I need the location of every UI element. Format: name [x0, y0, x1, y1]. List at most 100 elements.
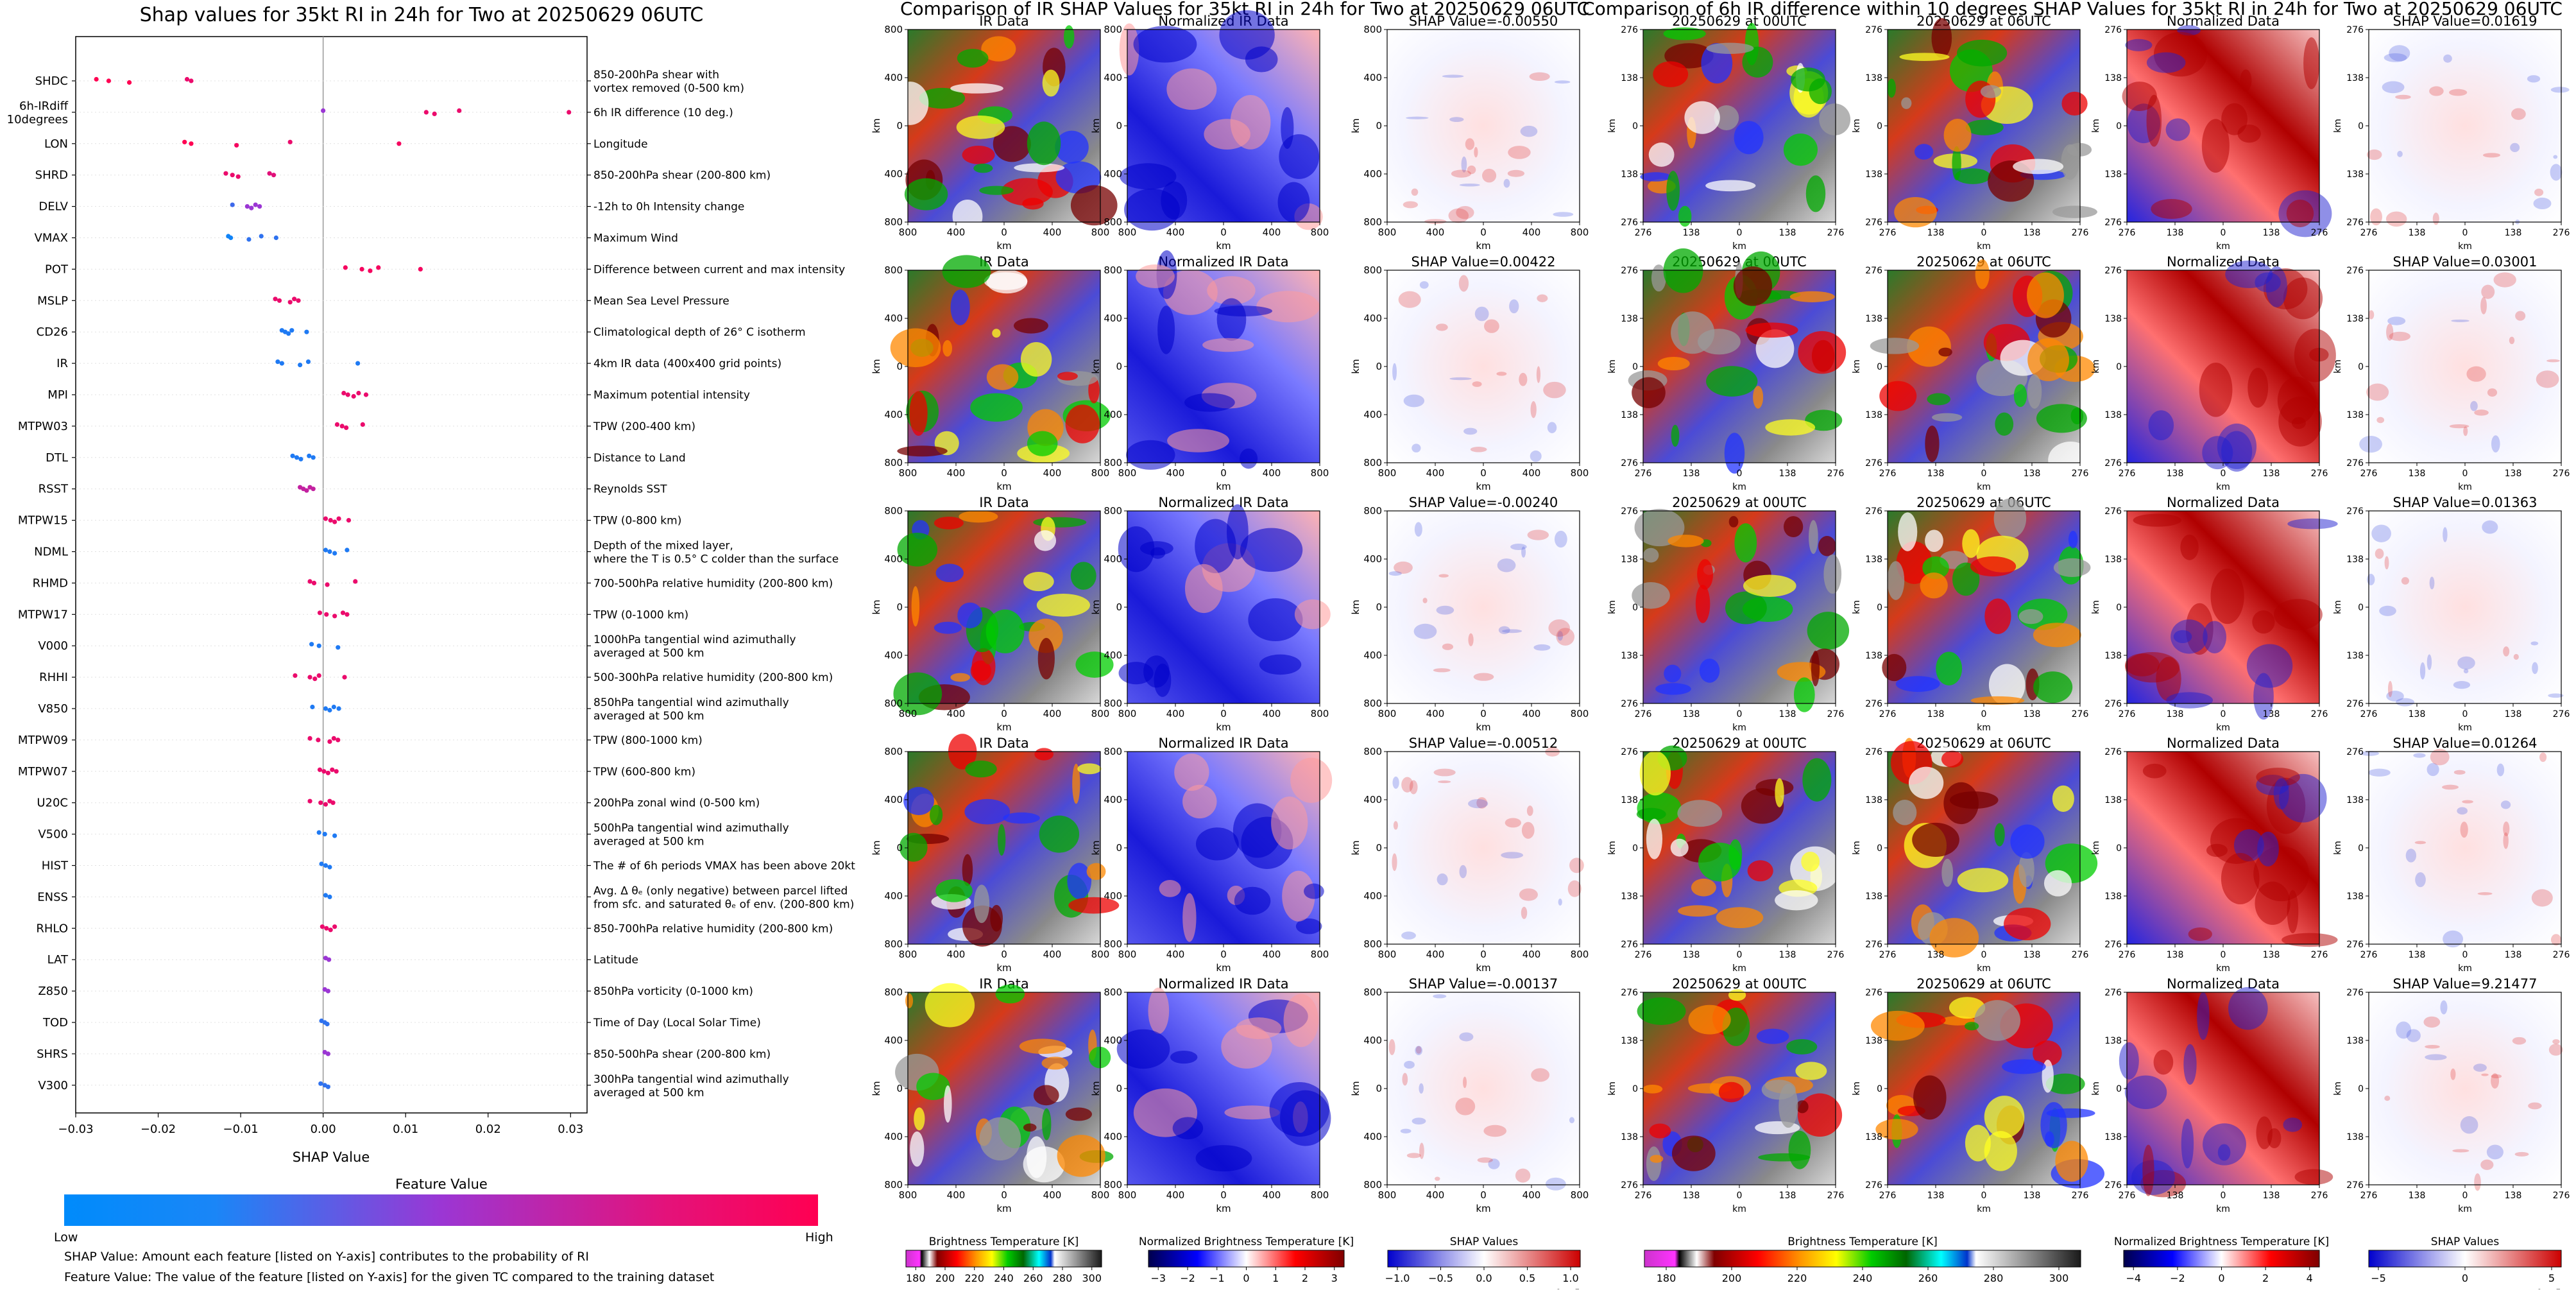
texture-blob: [2405, 848, 2417, 863]
x-tick-label: 0: [1981, 709, 1987, 719]
y-tick-label: 800: [1104, 746, 1122, 757]
texture-blob: [1636, 807, 1666, 821]
x-tick-label: 276: [2311, 709, 2328, 719]
texture-blob: [1463, 1076, 1467, 1089]
y-tick-label: 800: [884, 24, 903, 35]
x-tick-label: 0: [1001, 227, 1007, 238]
x-tick-label: 0: [1737, 709, 1743, 719]
texture-blob: [984, 272, 1028, 290]
texture-blob: [1678, 205, 1692, 227]
x-axis-unit: km: [1216, 481, 1231, 492]
shap-point: [321, 769, 327, 774]
shap-point: [344, 425, 349, 431]
texture-blob: [1663, 248, 1703, 293]
x-tick-label: 0: [2221, 1191, 2226, 1201]
texture-blob: [2460, 1116, 2478, 1134]
feature-description-label: Time of Day (Local Solar Time): [593, 1017, 761, 1029]
texture-blob: [934, 621, 962, 634]
texture-blob: [1003, 812, 1040, 824]
y-tick-label: 400: [1104, 1035, 1122, 1046]
texture-blob: [2173, 630, 2192, 644]
y-tick-label: 0: [2358, 603, 2364, 613]
y-tick-label: 400: [1104, 168, 1122, 180]
shap-point: [311, 487, 316, 492]
colorbar: [1387, 1250, 1581, 1268]
texture-blob: [1392, 853, 1397, 872]
y-axis-unit: km: [1090, 359, 1102, 374]
texture-blob: [1394, 561, 1413, 574]
colorbar-tick-label: −4: [2126, 1272, 2141, 1284]
y-tick-label: 276: [1621, 699, 1638, 709]
shap-value-explanation: SHAP Value: Amount each feature [listed …: [64, 1250, 589, 1264]
texture-blob: [2367, 573, 2375, 585]
y-tick-label: 400: [884, 1035, 903, 1046]
x-axis-unit: km: [996, 721, 1011, 733]
texture-blob: [1793, 677, 1815, 712]
shap-point: [184, 76, 190, 82]
shap-point: [327, 957, 332, 962]
y-tick-label: 276: [1865, 266, 1882, 276]
feature-description-label: where the T is 0.5° C colder than the su…: [593, 553, 839, 566]
y-tick-label: 800: [1363, 505, 1382, 517]
shap-map-image: [1387, 30, 1580, 222]
y-axis-unit: km: [1607, 600, 1617, 614]
shap-point: [286, 331, 291, 336]
texture-blob: [957, 602, 983, 628]
x-tick-label: 800: [1118, 467, 1137, 479]
shap-point: [325, 582, 330, 587]
texture-blob: [2294, 329, 2336, 383]
texture-blob: [2432, 212, 2439, 225]
texture-blob: [2188, 927, 2212, 941]
shap-point: [345, 392, 350, 397]
shap-map-image: [1387, 270, 1580, 463]
shap-point: [257, 204, 262, 209]
texture-blob: [2375, 548, 2384, 559]
texture-blob: [2165, 118, 2190, 141]
texture-blob: [965, 760, 997, 778]
x-tick-label: −0.01: [223, 1123, 259, 1136]
texture-blob: [1182, 784, 1217, 819]
colorbar-high-label: High: [805, 1230, 833, 1245]
y-tick-label: 0: [1632, 362, 1638, 372]
x-tick-label: 800: [1378, 1189, 1397, 1201]
texture-blob: [2389, 45, 2410, 62]
texture-blob: [1033, 1085, 1059, 1106]
shap-point: [246, 237, 252, 242]
texture-blob: [1240, 528, 1303, 573]
x-tick-label: 0: [1220, 1189, 1227, 1201]
y-tick-label: 800: [884, 216, 903, 228]
x-axis-unit: km: [2216, 241, 2230, 252]
irdiff-column-title: Normalized Data: [2167, 976, 2280, 992]
texture-blob: [1055, 130, 1089, 164]
shap-point: [334, 422, 340, 427]
texture-blob: [1875, 1119, 1918, 1140]
texture-blob: [2386, 691, 2404, 702]
colorbar-tick-label: 0: [2218, 1272, 2224, 1284]
x-tick-label: 400: [1426, 227, 1445, 238]
texture-blob: [2201, 119, 2230, 173]
shap-point: [327, 865, 332, 870]
shap-point: [360, 422, 365, 427]
x-tick-label: 138: [2409, 469, 2426, 479]
texture-blob: [1634, 508, 1685, 547]
texture-blob: [1072, 763, 1080, 804]
texture-blob: [2256, 768, 2300, 787]
feature-description-label: Distance to Land: [593, 452, 686, 465]
colorbar-tick-label: −2: [1180, 1272, 1195, 1284]
texture-blob: [1818, 535, 1836, 556]
y-tick-label: 0: [896, 120, 903, 132]
x-tick-label: 138: [2024, 1191, 2041, 1201]
y-tick-label: 138: [2346, 73, 2364, 83]
texture-blob: [1436, 323, 1448, 331]
texture-blob: [962, 854, 973, 886]
texture-blob: [1057, 372, 1078, 381]
texture-blob: [1459, 183, 1480, 187]
feature-name-label: LAT: [47, 953, 69, 967]
shap-point: [189, 141, 194, 146]
texture-blob: [1671, 424, 1680, 447]
texture-blob: [2274, 599, 2323, 630]
x-tick-label: 276: [2553, 228, 2570, 238]
y-tick-label: 0: [1877, 1084, 1882, 1094]
texture-blob: [2514, 1151, 2529, 1157]
shap-point: [356, 390, 361, 396]
